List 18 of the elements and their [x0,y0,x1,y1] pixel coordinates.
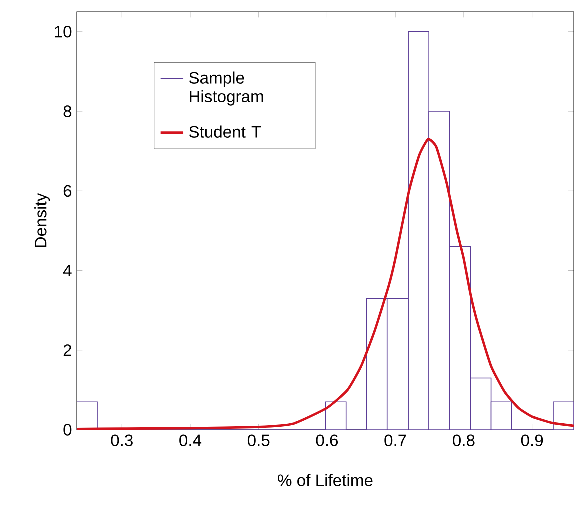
x-tick-label: 0.5 [248,434,270,446]
x-tick-label: 0.4 [180,434,202,446]
legend-label: Student T [189,126,262,138]
line-series [77,138,574,430]
x-axis-title: % of Lifetime [278,474,373,486]
y-tick-label: 6 [64,185,72,198]
y-tick-label: 2 [64,344,72,356]
x-tick-label: 0.3 [111,434,133,446]
y-tick-label: 10 [55,26,72,38]
y-tick-label: 8 [64,106,72,118]
x-tick-label: 0.6 [316,434,338,446]
y-axis-title: Density [34,193,50,248]
x-tick-label: 0.7 [384,434,406,446]
y-tick-label: 4 [63,265,72,276]
y-tick-label: 0 [64,424,72,436]
legend-label: Sample Histogram [189,72,264,106]
x-tick-label: 0.9 [521,434,544,446]
x-tick-label: 0.8 [453,434,475,446]
